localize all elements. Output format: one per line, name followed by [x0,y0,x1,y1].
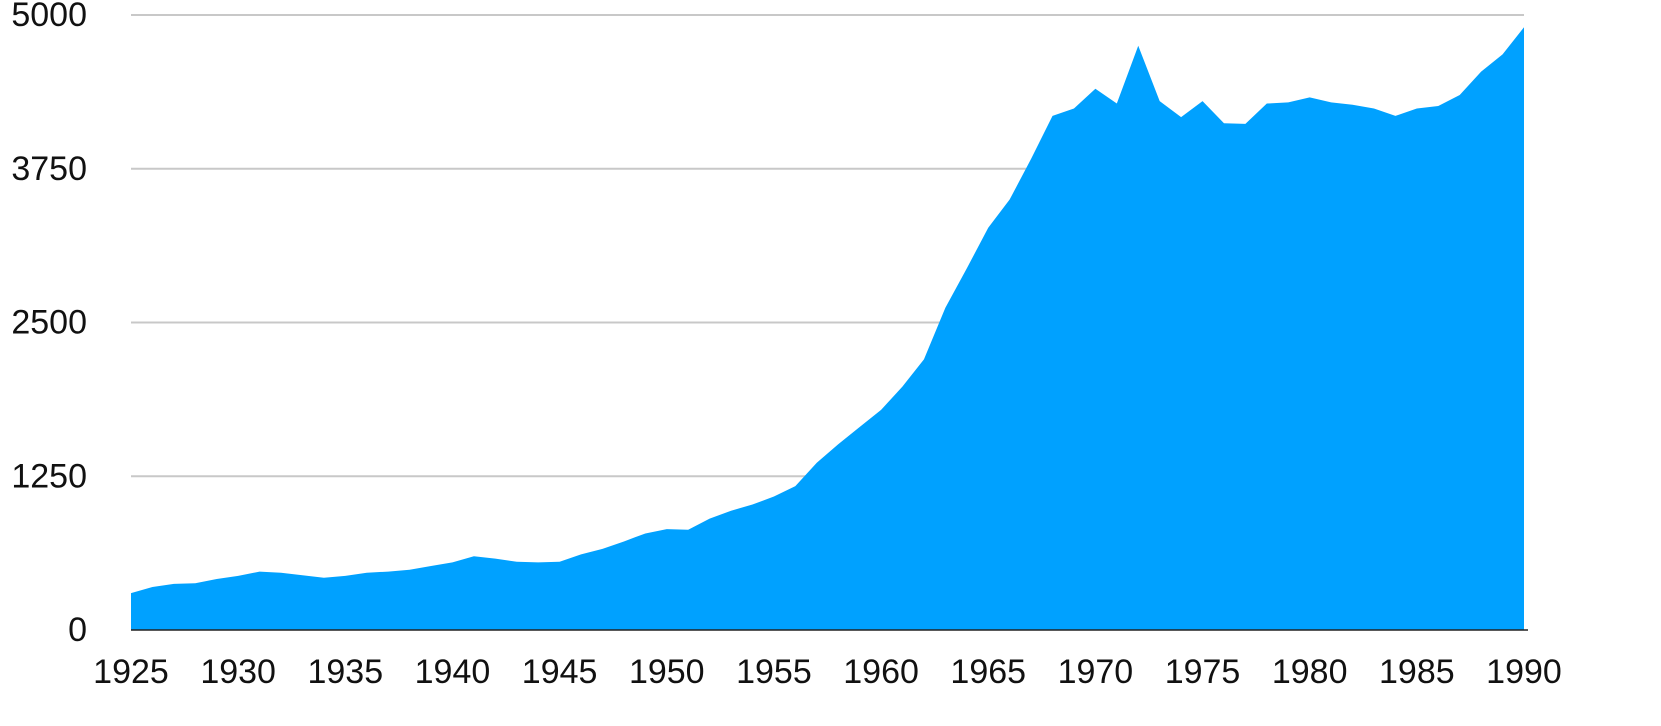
y-tick-label: 3750 [11,150,87,188]
x-tick-label: 1925 [93,653,169,691]
x-tick-label: 1965 [950,653,1026,691]
area-series [131,27,1524,631]
x-tick-label: 1990 [1486,653,1562,691]
x-tick-label: 1930 [200,653,276,691]
x-tick-label: 1945 [522,653,598,691]
y-tick-label: 1250 [11,457,87,495]
x-tick-label: 1985 [1379,653,1455,691]
y-axis-tick-labels: 0 1250 2500 3750 5000 [11,0,87,649]
x-tick-label: 1980 [1272,653,1348,691]
y-tick-label: 2500 [11,304,87,342]
y-tick-label: 5000 [11,0,87,34]
x-tick-label: 1950 [629,653,705,691]
area-fill [131,27,1524,631]
y-tick-label: 0 [68,611,87,649]
x-tick-label: 1935 [307,653,383,691]
x-tick-label: 1940 [415,653,491,691]
x-tick-label: 1960 [843,653,919,691]
x-tick-label: 1955 [736,653,812,691]
x-axis-tick-labels: 1925 1930 1935 1940 1945 1950 1955 1960 1965 1970… [93,653,1562,691]
x-tick-label: 1975 [1165,653,1241,691]
x-tick-label: 1970 [1058,653,1134,691]
